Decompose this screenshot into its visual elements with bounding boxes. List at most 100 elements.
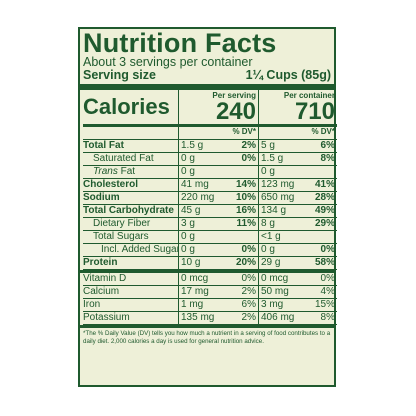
daily-value: 0% — [320, 273, 335, 284]
vitamin-name: Calcium — [83, 286, 178, 299]
serving-size-value: 1¼ Cups (85g) — [245, 68, 331, 82]
nutrition-facts-label: Nutrition Facts About 3 servings per con… — [78, 27, 337, 387]
per-serving-cell: 17 mg 2% — [178, 286, 258, 299]
calories-per-serving: 240 — [215, 98, 256, 125]
per-serving-cell: 1.5 g 2% — [178, 140, 258, 153]
per-serving-cell: 0 g 0% — [178, 244, 258, 257]
daily-value: 8% — [320, 312, 335, 323]
daily-value: 10% — [235, 192, 256, 203]
daily-value: 2% — [241, 286, 256, 297]
amount: 0 g — [181, 166, 195, 177]
daily-value: 2% — [241, 312, 256, 323]
daily-value: 8% — [320, 153, 335, 164]
nutrient-name-text: Dietary Fiber — [93, 218, 151, 229]
label-title: Nutrition Facts — [83, 28, 277, 58]
amount: 41 mg — [181, 179, 209, 190]
per-serving-cell: 41 mg 14% — [178, 179, 258, 192]
vitamin-name: Vitamin D — [83, 273, 178, 286]
nutrient-name: Sodium — [83, 192, 178, 205]
footnote: *The % Daily Value (DV) tells you how mu… — [83, 330, 331, 345]
nutrient-name: Total Fat — [83, 140, 178, 153]
per-serving-cell: 0 g — [178, 166, 258, 179]
nutrient-name-suffix: Fat — [117, 166, 136, 177]
amount: 220 mg — [181, 192, 215, 203]
per-container-label: Per container — [283, 91, 335, 100]
nutrient-name: Saturated Fat — [83, 153, 178, 166]
per-serving-cell: 0 mcg 0% — [178, 273, 258, 286]
calories-label: Calories — [83, 94, 170, 119]
dv-header-container: % DV* — [258, 127, 337, 140]
servings-per-container: About 3 servings per container — [83, 55, 253, 69]
amount: 0 g — [181, 244, 195, 255]
amount: 123 mg — [261, 179, 295, 190]
nutrient-name-text: Total Sugars — [93, 231, 149, 242]
daily-value: 2% — [241, 140, 256, 151]
amount: 0 g — [261, 166, 275, 177]
per-container-cell: 3 mg 15% — [258, 299, 337, 312]
dv-header-serving: % DV* — [178, 127, 258, 140]
daily-value: 28% — [314, 192, 335, 203]
daily-value: 0% — [320, 244, 335, 255]
amount: 0 mcg — [181, 273, 209, 284]
amount: 17 mg — [181, 286, 209, 297]
medium-divider — [80, 325, 334, 328]
per-serving-cell: 45 g 16% — [178, 205, 258, 218]
thick-divider — [80, 84, 334, 90]
amount: 650 mg — [261, 192, 295, 203]
nutrient-name: Total Carbohydrate — [83, 205, 178, 218]
daily-value: 58% — [314, 257, 335, 268]
per-serving-cell: 220 mg 10% — [178, 192, 258, 205]
amount: 3 g — [181, 218, 195, 229]
daily-value: 0% — [241, 153, 256, 164]
nutrient-name-text: Saturated Fat — [93, 153, 154, 164]
serving-size-label: Serving size — [83, 68, 156, 82]
amount: 29 g — [261, 257, 281, 268]
amount: 10 g — [181, 257, 201, 268]
amount: 134 g — [261, 205, 287, 216]
daily-value: 4% — [320, 286, 335, 297]
per-serving-calories-cell: Per serving 240 — [178, 90, 258, 127]
nutrient-name-text: Sodium — [83, 192, 120, 203]
amount: <1 g — [261, 231, 281, 242]
daily-value: 0% — [241, 273, 256, 284]
amount: 5 g — [261, 140, 275, 151]
amount: 0 g — [181, 153, 195, 164]
calories-label-cell: Calories — [83, 90, 178, 127]
amount: 406 mg — [261, 312, 295, 323]
amount: 50 mg — [261, 286, 289, 297]
per-container-cell: 134 g 49% — [258, 205, 337, 218]
calories-section: Calories Per serving 240 Per container 7… — [83, 90, 337, 127]
nutrient-name: Trans Fat — [83, 166, 178, 179]
per-container-cell: 5 g 6% — [258, 140, 337, 153]
per-container-cell: 406 mg 8% — [258, 312, 337, 325]
per-serving-cell: 3 g 11% — [178, 218, 258, 231]
daily-value: 20% — [235, 257, 256, 268]
per-container-cell: <1 g — [258, 231, 337, 244]
nutrient-name-text: Total Fat — [83, 140, 124, 151]
amount: 1 mg — [181, 299, 204, 310]
amount: 135 mg — [181, 312, 215, 323]
daily-value: 15% — [314, 299, 335, 310]
per-container-cell: 0 mcg 0% — [258, 273, 337, 286]
per-serving-cell: 135 mg 2% — [178, 312, 258, 325]
vitamin-name: Iron — [83, 299, 178, 312]
per-container-cell: 123 mg 41% — [258, 179, 337, 192]
per-container-cell: 0 g 0% — [258, 244, 337, 257]
per-container-cell: 1.5 g 8% — [258, 153, 337, 166]
dv-header-row: % DV* % DV* — [83, 127, 337, 140]
medium-divider — [80, 270, 334, 273]
amount: 0 g — [261, 244, 275, 255]
vitamin-name: Potassium — [83, 312, 178, 325]
amount: 45 g — [181, 205, 201, 216]
daily-value: 16% — [235, 205, 256, 216]
daily-value: 0% — [241, 244, 256, 255]
per-serving-cell: 10 g 20% — [178, 257, 258, 270]
nutrient-name: Total Sugars — [83, 231, 178, 244]
daily-value: 41% — [314, 179, 335, 190]
nutrient-name-text: Protein — [83, 257, 118, 268]
amount: 1.5 g — [261, 153, 284, 164]
daily-value: 6% — [320, 140, 335, 151]
per-container-cell: 0 g — [258, 166, 337, 179]
nutrient-name: Cholesterol — [83, 179, 178, 192]
